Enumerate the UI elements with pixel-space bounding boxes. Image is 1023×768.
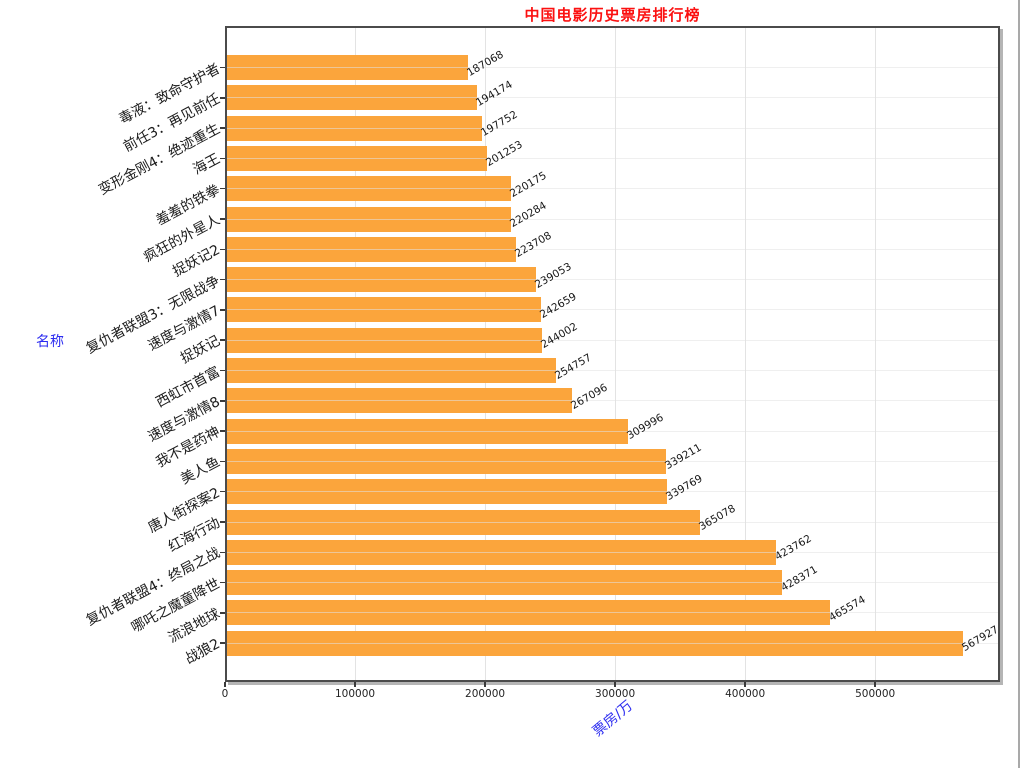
gridline-h [227, 127, 998, 129]
bar-value-label: 220284 [508, 199, 550, 230]
gridline-h [227, 642, 998, 644]
gridline-h [227, 97, 998, 99]
gridline-h [227, 551, 998, 553]
bar-value-label: 201253 [483, 138, 525, 170]
gridline-h [227, 582, 998, 584]
y-tick-mark [220, 612, 225, 614]
gridline-v [745, 28, 747, 680]
window-right-edge [1018, 0, 1020, 768]
bar-value-label: 254757 [553, 351, 594, 382]
gridline-h [227, 309, 998, 311]
x-tick-label: 0 [221, 688, 229, 700]
x-tick-label: 400000 [725, 688, 766, 700]
y-tick-mark [220, 127, 225, 129]
bar-value-label: 309996 [625, 411, 666, 443]
gridline-v [485, 28, 487, 680]
bar-value-label: 423762 [773, 532, 814, 564]
bar-value-label: 428371 [779, 563, 820, 594]
x-tick-mark [614, 682, 616, 687]
x-tick-mark [484, 682, 486, 687]
bar-value-label: 267096 [569, 381, 611, 412]
x-axis-name: 票房/万 [590, 697, 637, 740]
gridline-v [875, 28, 877, 680]
y-tick-mark [220, 369, 225, 372]
gridline-h [227, 67, 998, 68]
gridline-h [227, 188, 998, 190]
y-tick-mark [220, 218, 225, 220]
y-tick-mark [220, 642, 225, 644]
gridline-h [227, 460, 998, 462]
plot-area: 187068 194174 197752 201253 220175 220284 2237… [225, 26, 1002, 682]
bar-value-label: 567927 [960, 623, 1002, 655]
gridline-v [355, 28, 357, 680]
gridline-h [227, 491, 998, 493]
bar-value-label: 365078 [696, 502, 738, 533]
bar-value-label: 194174 [474, 78, 516, 109]
y-tick-mark [220, 187, 225, 190]
x-axis-name-wrap: 票房/万 [225, 692, 1000, 744]
gridline-h [227, 218, 998, 220]
x-tick-mark [874, 682, 876, 687]
bar-value-label: 223708 [512, 229, 554, 261]
chart-title: 中国电影历史票房排行榜 [524, 6, 701, 24]
y-tick-mark [220, 248, 225, 251]
gridline-v [615, 28, 617, 680]
y-tick-mark [220, 157, 225, 160]
x-tick-label: 500000 [855, 688, 896, 700]
x-tick-label: 300000 [595, 688, 636, 700]
x-tick-label: 100000 [334, 688, 376, 700]
y-tick-mark [220, 460, 225, 463]
x-tick-mark [744, 682, 746, 687]
gridline-h [227, 370, 998, 371]
gridline-h [227, 612, 998, 614]
y-tick-mark [220, 66, 225, 69]
bar-value-label: 339769 [663, 472, 705, 503]
x-tick-label: 200000 [465, 688, 506, 700]
gridline-h [227, 430, 998, 432]
gridline-h [227, 157, 998, 159]
y-tick-mark [220, 309, 225, 311]
bar-value-label: 339211 [663, 441, 704, 473]
y-tick-mark [220, 339, 225, 341]
gridline-h [227, 248, 998, 250]
y-tick-mark [220, 490, 225, 493]
bar-value-label: 220175 [508, 169, 550, 200]
gridline-h [227, 279, 998, 281]
x-tick-mark [354, 682, 356, 687]
y-tick-mark [220, 400, 225, 402]
y-tick-mark [220, 97, 225, 99]
gridline-h [227, 339, 998, 341]
gridline-h [227, 521, 998, 523]
bar-value-label: 242659 [537, 290, 579, 321]
x-tick-mark [224, 682, 226, 687]
y-axis-name: 名称 [36, 334, 64, 350]
y-tick-mark [220, 430, 225, 432]
bar-value-label: 244002 [539, 320, 581, 352]
bar-value-label: 239053 [532, 260, 574, 291]
gridline-h [227, 400, 998, 402]
bar-value-label: 465574 [827, 593, 869, 624]
y-tick-mark [220, 278, 225, 281]
y-tick-mark [220, 551, 225, 554]
y-tick-mark [220, 581, 225, 584]
y-tick-mark [220, 521, 225, 523]
